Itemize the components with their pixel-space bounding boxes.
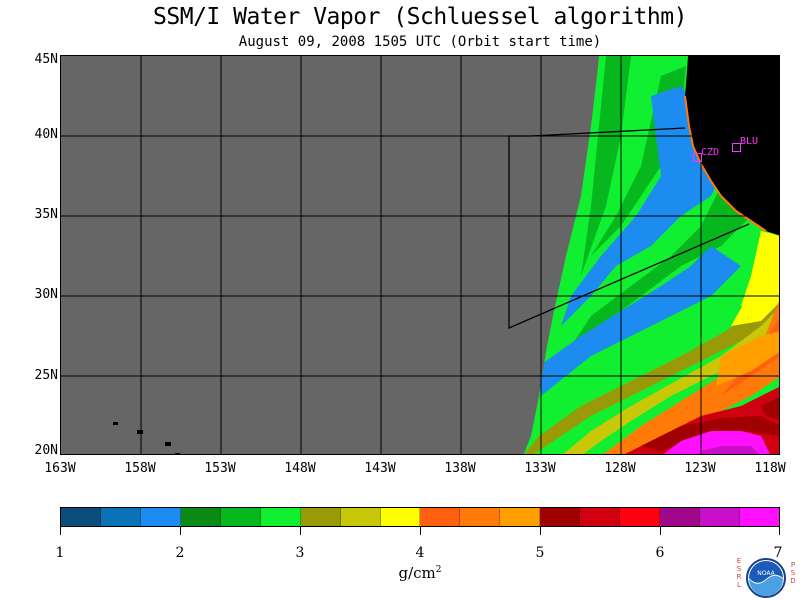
lat-label-25n: 25N <box>34 368 58 383</box>
lon-label-163w: 163W <box>44 461 76 476</box>
color-bar-swatch <box>220 508 261 526</box>
color-bar-tick-mark <box>660 527 661 535</box>
color-bar-swatch <box>739 508 779 526</box>
color-bar-tick-label: 6 <box>655 545 665 561</box>
color-bar-swatch <box>340 508 381 526</box>
color-bar-swatch <box>660 508 700 526</box>
color-bar-tick-mark <box>540 527 541 535</box>
noaa-seal-icon: NOAA <box>746 558 786 598</box>
color-bar-tick-label: 1 <box>55 545 65 561</box>
color-bar-tick-label: 2 <box>175 545 185 561</box>
water-vapor-map <box>61 56 779 454</box>
lon-label-123w: 123W <box>684 461 716 476</box>
color-bar-swatch <box>460 508 501 526</box>
color-bar-tick-mark <box>300 527 301 535</box>
color-bar-swatch <box>180 508 221 526</box>
units-base: g/cm <box>398 564 436 582</box>
color-bar-swatch <box>140 508 181 526</box>
grid <box>61 56 779 454</box>
lon-label-133w: 133W <box>524 461 556 476</box>
color-bar-swatch <box>580 508 621 526</box>
color-bar-tick-mark <box>779 527 780 535</box>
color-bar-swatch <box>700 508 740 526</box>
color-bar-tick-mark <box>420 527 421 535</box>
color-bar-swatch <box>540 508 581 526</box>
station-label-blu: BLU <box>740 136 759 147</box>
color-bar-swatch <box>380 508 421 526</box>
map-title: SSM/I Water Vapor (Schluessel algorithm) <box>153 4 687 30</box>
lat-label-20n: 20N <box>34 443 58 458</box>
lon-label-158w: 158W <box>124 461 156 476</box>
color-bar-tick-label: 7 <box>773 545 783 561</box>
lon-label-128w: 128W <box>604 461 636 476</box>
lat-label-45n: 45N <box>34 52 58 67</box>
map-panel <box>60 55 780 455</box>
station-marker-blu <box>732 143 741 152</box>
color-bar-tick-label: 4 <box>415 545 425 561</box>
map-subtitle: August 09, 2008 1505 UTC (Orbit start ti… <box>238 34 602 50</box>
station-marker-czd <box>693 153 702 162</box>
color-bar-swatch <box>61 508 101 526</box>
lon-label-143w: 143W <box>364 461 396 476</box>
lat-label-35n: 35N <box>34 207 58 222</box>
lon-label-148w: 148W <box>284 461 316 476</box>
color-bar-swatch <box>300 508 341 526</box>
boundary-lines <box>508 127 750 329</box>
color-bar-swatch <box>500 508 541 526</box>
color-bar-swatch <box>420 508 461 526</box>
lat-label-30n: 30N <box>34 287 58 302</box>
units-label: g/cm2 <box>380 564 460 582</box>
units-exponent: 2 <box>435 565 442 575</box>
color-bar-tick-mark <box>180 527 181 535</box>
color-bar-tick-label: 5 <box>535 545 545 561</box>
color-bar-tick-mark <box>60 527 61 535</box>
color-bar-swatch <box>620 508 661 526</box>
color-bar <box>60 507 780 527</box>
lon-label-118w: 118W <box>754 461 786 476</box>
color-bar-tick-label: 3 <box>295 545 305 561</box>
lon-label-138w: 138W <box>444 461 476 476</box>
color-bar-swatch <box>260 508 301 526</box>
lat-label-40n: 40N <box>34 127 58 142</box>
station-label-czd: CZD <box>701 147 720 158</box>
noaa-badge-text: NOAA <box>757 570 775 577</box>
color-bar-swatch <box>100 508 141 526</box>
lon-label-153w: 153W <box>204 461 236 476</box>
